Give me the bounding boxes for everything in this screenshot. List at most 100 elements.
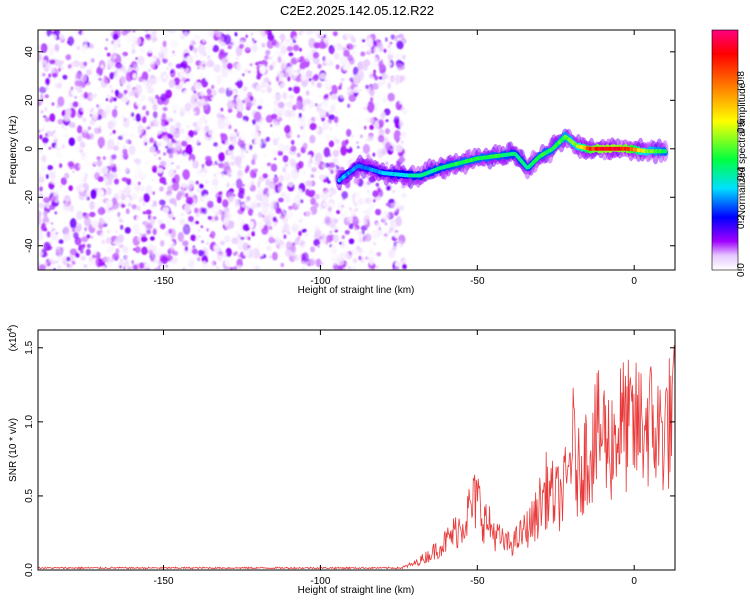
heatmap-cell — [259, 64, 267, 75]
heatmap-cell — [138, 196, 144, 203]
heatmap-cell — [375, 265, 380, 269]
heatmap-cell — [63, 113, 71, 122]
heatmap-cell — [218, 152, 225, 162]
heatmap-cell — [360, 60, 367, 67]
heatmap-cell — [347, 265, 352, 270]
heatmap-cell — [185, 145, 193, 155]
heatmap-cell — [120, 203, 126, 208]
heatmap-cell — [349, 67, 352, 71]
heatmap-cell — [199, 72, 203, 79]
heatmap-cell — [376, 144, 384, 150]
heatmap-cell — [205, 71, 213, 83]
heatmap-cell — [396, 242, 401, 247]
heatmap-cell — [164, 145, 169, 149]
heatmap-cell — [148, 96, 154, 102]
heatmap-cell — [388, 46, 394, 56]
heatmap-cell — [53, 192, 58, 197]
heatmap-cell — [196, 187, 203, 194]
snr-panel: -150 -100 -50 0 0.0 0.5 1.0 1.5 Height of stra… — [7, 325, 676, 596]
heatmap-cell — [357, 94, 361, 99]
heatmap-cell — [242, 73, 245, 77]
heatmap-cell — [184, 203, 191, 214]
heatmap-cell — [180, 160, 184, 164]
heatmap-cell — [189, 241, 194, 247]
heatmap-cell — [154, 267, 158, 270]
heatmap-cell — [313, 30, 320, 36]
heatmap-cell — [276, 70, 280, 75]
heatmap-cell — [246, 91, 253, 99]
heatmap-cell — [167, 240, 173, 245]
heatmap-cell — [111, 197, 118, 206]
heatmap-cell — [101, 166, 109, 175]
heatmap-cell — [126, 84, 132, 90]
heatmap-cell — [242, 115, 249, 122]
heatmap-cell — [38, 52, 42, 62]
heatmap-cell — [63, 50, 68, 55]
heatmap-cell — [125, 208, 130, 215]
heatmap-cell — [369, 203, 375, 209]
heatmap-cell — [207, 30, 215, 38]
heatmap-cell — [398, 80, 402, 83]
heatmap-cell — [349, 207, 352, 211]
heatmap-cell — [89, 43, 94, 49]
heatmap-cell — [286, 45, 293, 52]
heatmap-cell — [70, 67, 75, 71]
heatmap-cell — [251, 43, 258, 53]
heatmap-cell — [236, 63, 242, 70]
heatmap-cell — [266, 162, 272, 167]
heatmap-cell — [116, 196, 120, 201]
heatmap-cell — [399, 73, 406, 83]
heatmap-cell — [261, 43, 266, 48]
heatmap-cell — [188, 153, 196, 162]
heatmap-cell — [258, 148, 266, 156]
heatmap-cell — [267, 32, 275, 41]
heatmap-cell — [286, 208, 294, 219]
heatmap-cell — [341, 140, 348, 148]
heatmap-cell — [397, 205, 405, 211]
heatmap-cell — [140, 82, 144, 86]
heatmap-cell — [348, 93, 357, 102]
heatmap-cell — [67, 64, 72, 69]
heatmap-cell — [401, 140, 404, 144]
heatmap-cell — [228, 168, 232, 172]
heatmap-cell — [52, 73, 58, 78]
heatmap-cell — [353, 86, 360, 93]
y-tick-label: 0.5 — [24, 489, 35, 503]
snr-y-axis-label: SNR (10 * v/v) — [8, 418, 19, 482]
heatmap-cell — [143, 193, 150, 203]
heatmap-cell — [252, 66, 257, 70]
heatmap-cell — [227, 196, 234, 204]
heatmap-cell — [48, 146, 52, 150]
heatmap-cell — [381, 73, 388, 80]
heatmap-cell — [230, 42, 234, 45]
heatmap-cell — [200, 171, 207, 178]
heatmap-cell — [128, 101, 132, 107]
heatmap-cell — [168, 152, 174, 159]
heatmap-cell — [110, 258, 115, 263]
heatmap-cell — [330, 84, 338, 95]
heatmap-cell — [386, 243, 393, 250]
heatmap-cell — [260, 30, 268, 38]
heatmap-cell — [273, 52, 277, 56]
heatmap-cell — [111, 121, 116, 129]
heatmap-cell — [289, 193, 295, 201]
heatmap-cell — [194, 98, 198, 102]
heatmap-cell — [378, 119, 385, 128]
heatmap-cell — [116, 236, 123, 244]
heatmap-cell — [141, 49, 146, 54]
heatmap-cell — [394, 53, 402, 60]
heatmap-cell — [227, 81, 234, 91]
heatmap-cell — [286, 193, 291, 197]
heatmap-cell — [162, 40, 167, 47]
x-tick-label: -50 — [470, 276, 485, 287]
snr-y-multiplier: (x104) — [7, 325, 19, 352]
heatmap-cell — [123, 185, 132, 196]
heatmap-cell — [374, 237, 381, 245]
heatmap-cell — [64, 134, 68, 138]
heatmap-cell — [313, 74, 319, 80]
heatmap-cell — [166, 169, 169, 172]
heatmap-cell — [113, 97, 117, 102]
heatmap-cell — [288, 52, 294, 57]
heatmap-cell — [339, 252, 344, 257]
heatmap-cell — [130, 43, 136, 48]
